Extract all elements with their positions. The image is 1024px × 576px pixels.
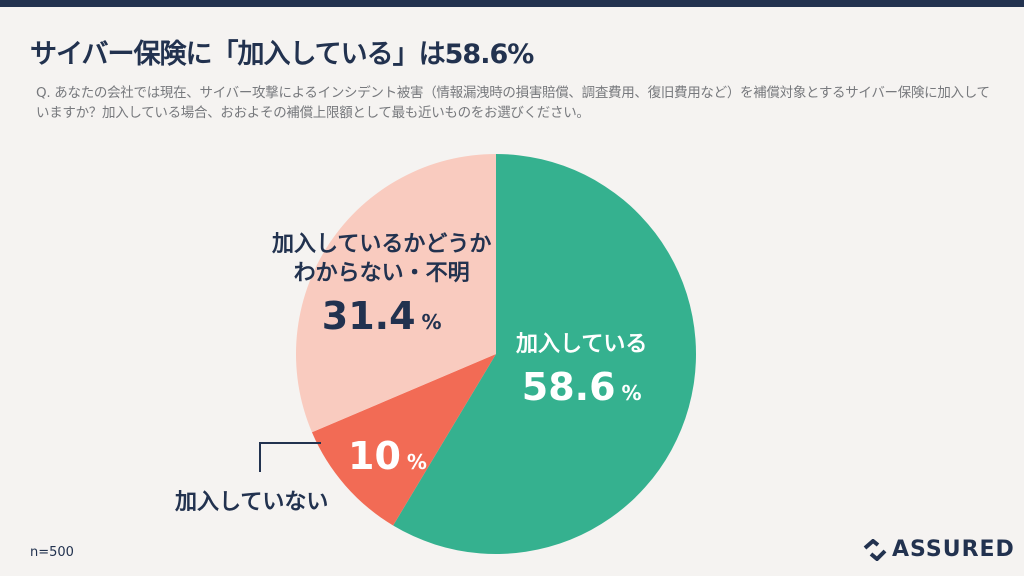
slice-value: 58.6% bbox=[521, 365, 642, 409]
logo-icon bbox=[863, 538, 887, 561]
slice-label-text: わからない・不明 bbox=[293, 261, 470, 286]
slice-value: 31.4% bbox=[321, 294, 442, 338]
slice-label-text: 加入している bbox=[516, 332, 648, 357]
page-title: サイバー保険に「加入している」は58.6% bbox=[30, 39, 534, 70]
survey-question: Q. あなたの会社では現在、サイバー攻撃によるインシデント被害（情報漏洩時の損害… bbox=[36, 85, 990, 121]
top-bar bbox=[0, 0, 1024, 7]
sample-size: n=500 bbox=[30, 545, 74, 560]
slice-label-text: 加入しているかどうか bbox=[272, 232, 492, 257]
pie-slice-2 bbox=[295, 154, 496, 433]
slice-label-not-joined-value: 10% bbox=[348, 428, 427, 478]
pie-slice-1 bbox=[311, 354, 496, 526]
brand-logo: ASSURED bbox=[862, 537, 1015, 562]
logo-text: ASSURED bbox=[892, 537, 1015, 562]
slice-value: 10% bbox=[348, 434, 427, 478]
leader-line bbox=[259, 442, 321, 472]
slice-label-not-joined: 加入していない bbox=[175, 490, 329, 515]
pie-slice-0 bbox=[393, 154, 697, 554]
slice-label-unknown: 加入しているかどうか わからない・不明 31.4% bbox=[272, 230, 491, 338]
slice-label-joined: 加入している 58.6% bbox=[516, 330, 647, 409]
